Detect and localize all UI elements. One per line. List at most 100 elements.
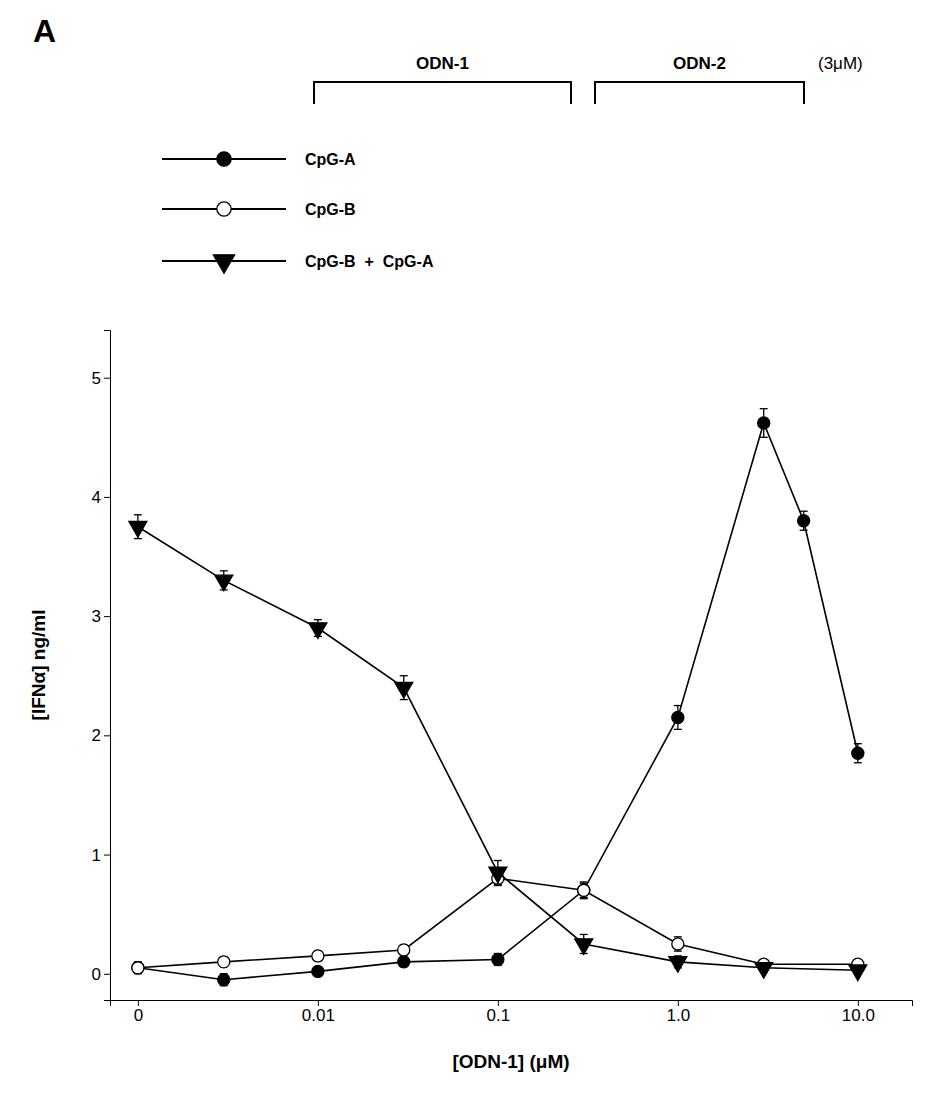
point [215,575,233,591]
error-bar-cap [674,729,682,730]
error-bar-cap [800,511,808,512]
y-tick-label: 4 [92,488,101,507]
point [132,962,144,974]
chart: 0 0.01 0.1 1.0 10.0 0 1 2 3 4 5 [ODN-1] (μM) [IFNα] … [0,0,952,1098]
point [849,965,867,981]
x-tick-label: 0.01 [302,1006,335,1025]
error-bar-cap [400,675,408,676]
error-bar-cap [580,898,588,899]
x-tick-label: 1.0 [667,1006,691,1025]
point [672,711,684,723]
x-tick-label: 0 [134,1006,143,1025]
point [395,682,413,698]
y-tick: 4 [92,488,110,507]
point [129,522,147,538]
y-axis-line [104,331,111,1001]
legend-marker [217,152,231,166]
point [575,939,593,955]
y-tick-mark [104,616,110,617]
legend-marker [213,255,234,273]
x-tick-label: 10.0 [842,1006,875,1025]
plot-area [129,409,867,986]
series-line [138,878,858,967]
y-tick-mark [104,974,110,975]
y-tick-label: 1 [92,845,101,864]
y-tick: 0 [92,965,110,984]
point [398,944,410,956]
x-axis-title: [ODN-1] (μM) [452,1051,569,1072]
point [218,974,230,986]
point [218,956,230,968]
point [578,884,590,896]
error-bar-cap [854,762,862,763]
x-tick: 0.01 [302,1000,335,1025]
legend-item: CpG-B [162,201,356,218]
y-tick: 5 [92,369,110,388]
error-bar-cap [760,408,768,409]
legend-label: CpG-B [305,201,356,218]
y-tick-mark [104,735,110,736]
point [669,957,687,973]
x-tick: 1.0 [667,1000,691,1025]
annotations: ODN-1 ODN-2 (3μM) [314,54,863,104]
error-bar-cap [580,881,588,882]
error-bar-cap [800,530,808,531]
x-axis: 0 0.01 0.1 1.0 10.0 [111,1000,913,1025]
legend: CpG-A CpG-B CpG-B + CpG-A [162,151,434,274]
point [492,953,504,965]
bracket [314,82,571,104]
bracket-label: ODN-2 [673,54,726,73]
series [132,871,864,974]
point [798,515,810,527]
x-tick: 10.0 [842,1000,875,1025]
series-line [138,423,858,980]
error-bar-cap [760,437,768,438]
series [132,409,864,986]
legend-item: CpG-B + CpG-A [162,253,434,274]
series-line [138,527,858,970]
point [309,623,327,639]
y-tick-mark [104,378,110,379]
y-tick-mark [104,497,110,498]
y-axis: 0 1 2 3 4 5 [92,331,111,1001]
y-tick-label: 0 [92,965,101,984]
legend-label: CpG-B + CpG-A [305,253,434,270]
error-bar-cap [314,619,322,620]
legend-item: CpG-A [162,151,356,168]
point [398,956,410,968]
error-bar-cap [674,705,682,706]
y-tick-label: 3 [92,607,101,626]
point [755,963,773,979]
y-tick: 3 [92,607,110,626]
error-bar-cap [220,570,228,571]
error-bar-cap [580,934,588,935]
point [578,884,590,896]
x-axis-line [111,1001,913,1007]
y-tick-label: 5 [92,369,101,388]
y-tick: 1 [92,845,110,864]
bracket [595,82,804,104]
point [489,867,507,883]
y-tick-label: 2 [92,726,101,745]
error-bar-cap [854,743,862,744]
concentration-label: (3μM) [818,54,863,73]
error-bar-cap [494,860,502,861]
x-tick: 0.1 [487,1000,511,1025]
bracket-label: ODN-1 [416,54,469,73]
point [758,417,770,429]
x-tick-label: 0.1 [487,1006,511,1025]
panel-label: A [33,13,56,49]
error-bar-cap [134,514,142,515]
point [672,938,684,950]
point [312,950,324,962]
y-tick-mark [104,855,110,856]
point [312,965,324,977]
y-axis-title: [IFNα] ng/ml [28,610,49,721]
series [129,515,867,981]
x-tick: 0 [134,1000,143,1025]
y-tick: 2 [92,726,110,745]
point [852,747,864,759]
legend-label: CpG-A [305,151,356,168]
point [132,962,144,974]
legend-marker [217,202,231,216]
